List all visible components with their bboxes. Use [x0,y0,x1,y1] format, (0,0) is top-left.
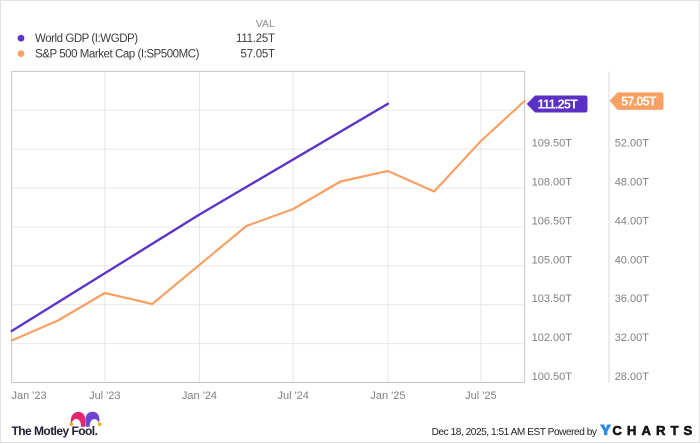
svg-text:World GDP (I:WGDP): World GDP (I:WGDP) [35,33,138,45]
svg-text:36.00T: 36.00T [615,293,650,305]
svg-text:Jan '24: Jan '24 [182,390,217,402]
svg-text:Jul '23: Jul '23 [89,390,120,402]
svg-text:S&P 500 Market Cap (I:SP500MC): S&P 500 Market Cap (I:SP500MC) [35,49,200,61]
svg-text:108.00T: 108.00T [532,177,573,189]
svg-text:100.50T: 100.50T [532,371,573,383]
svg-text:The Motley Fool.: The Motley Fool. [12,424,98,438]
svg-text:48.00T: 48.00T [615,177,650,189]
svg-text:Jul '25: Jul '25 [465,390,496,402]
svg-text:VAL: VAL [256,18,275,30]
svg-text:109.50T: 109.50T [532,138,573,150]
svg-text:57.05T: 57.05T [240,49,275,61]
svg-text:Dec 18, 2025, 1:51 AM EST Powe: Dec 18, 2025, 1:51 AM EST Powered by [432,427,598,438]
svg-text:28.00T: 28.00T [615,371,650,383]
svg-text:103.50T: 103.50T [532,293,573,305]
svg-text:CHARTS: CHARTS [612,423,697,438]
svg-text:105.00T: 105.00T [532,254,573,266]
svg-text:111.25T: 111.25T [236,33,275,45]
svg-text:111.25T: 111.25T [538,98,579,112]
svg-text:Jan '25: Jan '25 [370,390,405,402]
svg-text:40.00T: 40.00T [615,254,650,266]
svg-text:52.00T: 52.00T [615,138,650,150]
svg-text:57.05T: 57.05T [621,94,657,108]
svg-text:Jul '24: Jul '24 [277,390,308,402]
svg-text:Jan '23: Jan '23 [12,390,47,402]
svg-text:102.00T: 102.00T [532,332,573,344]
svg-text:44.00T: 44.00T [615,216,650,228]
svg-text:106.50T: 106.50T [532,216,573,228]
svg-text:32.00T: 32.00T [615,332,650,344]
